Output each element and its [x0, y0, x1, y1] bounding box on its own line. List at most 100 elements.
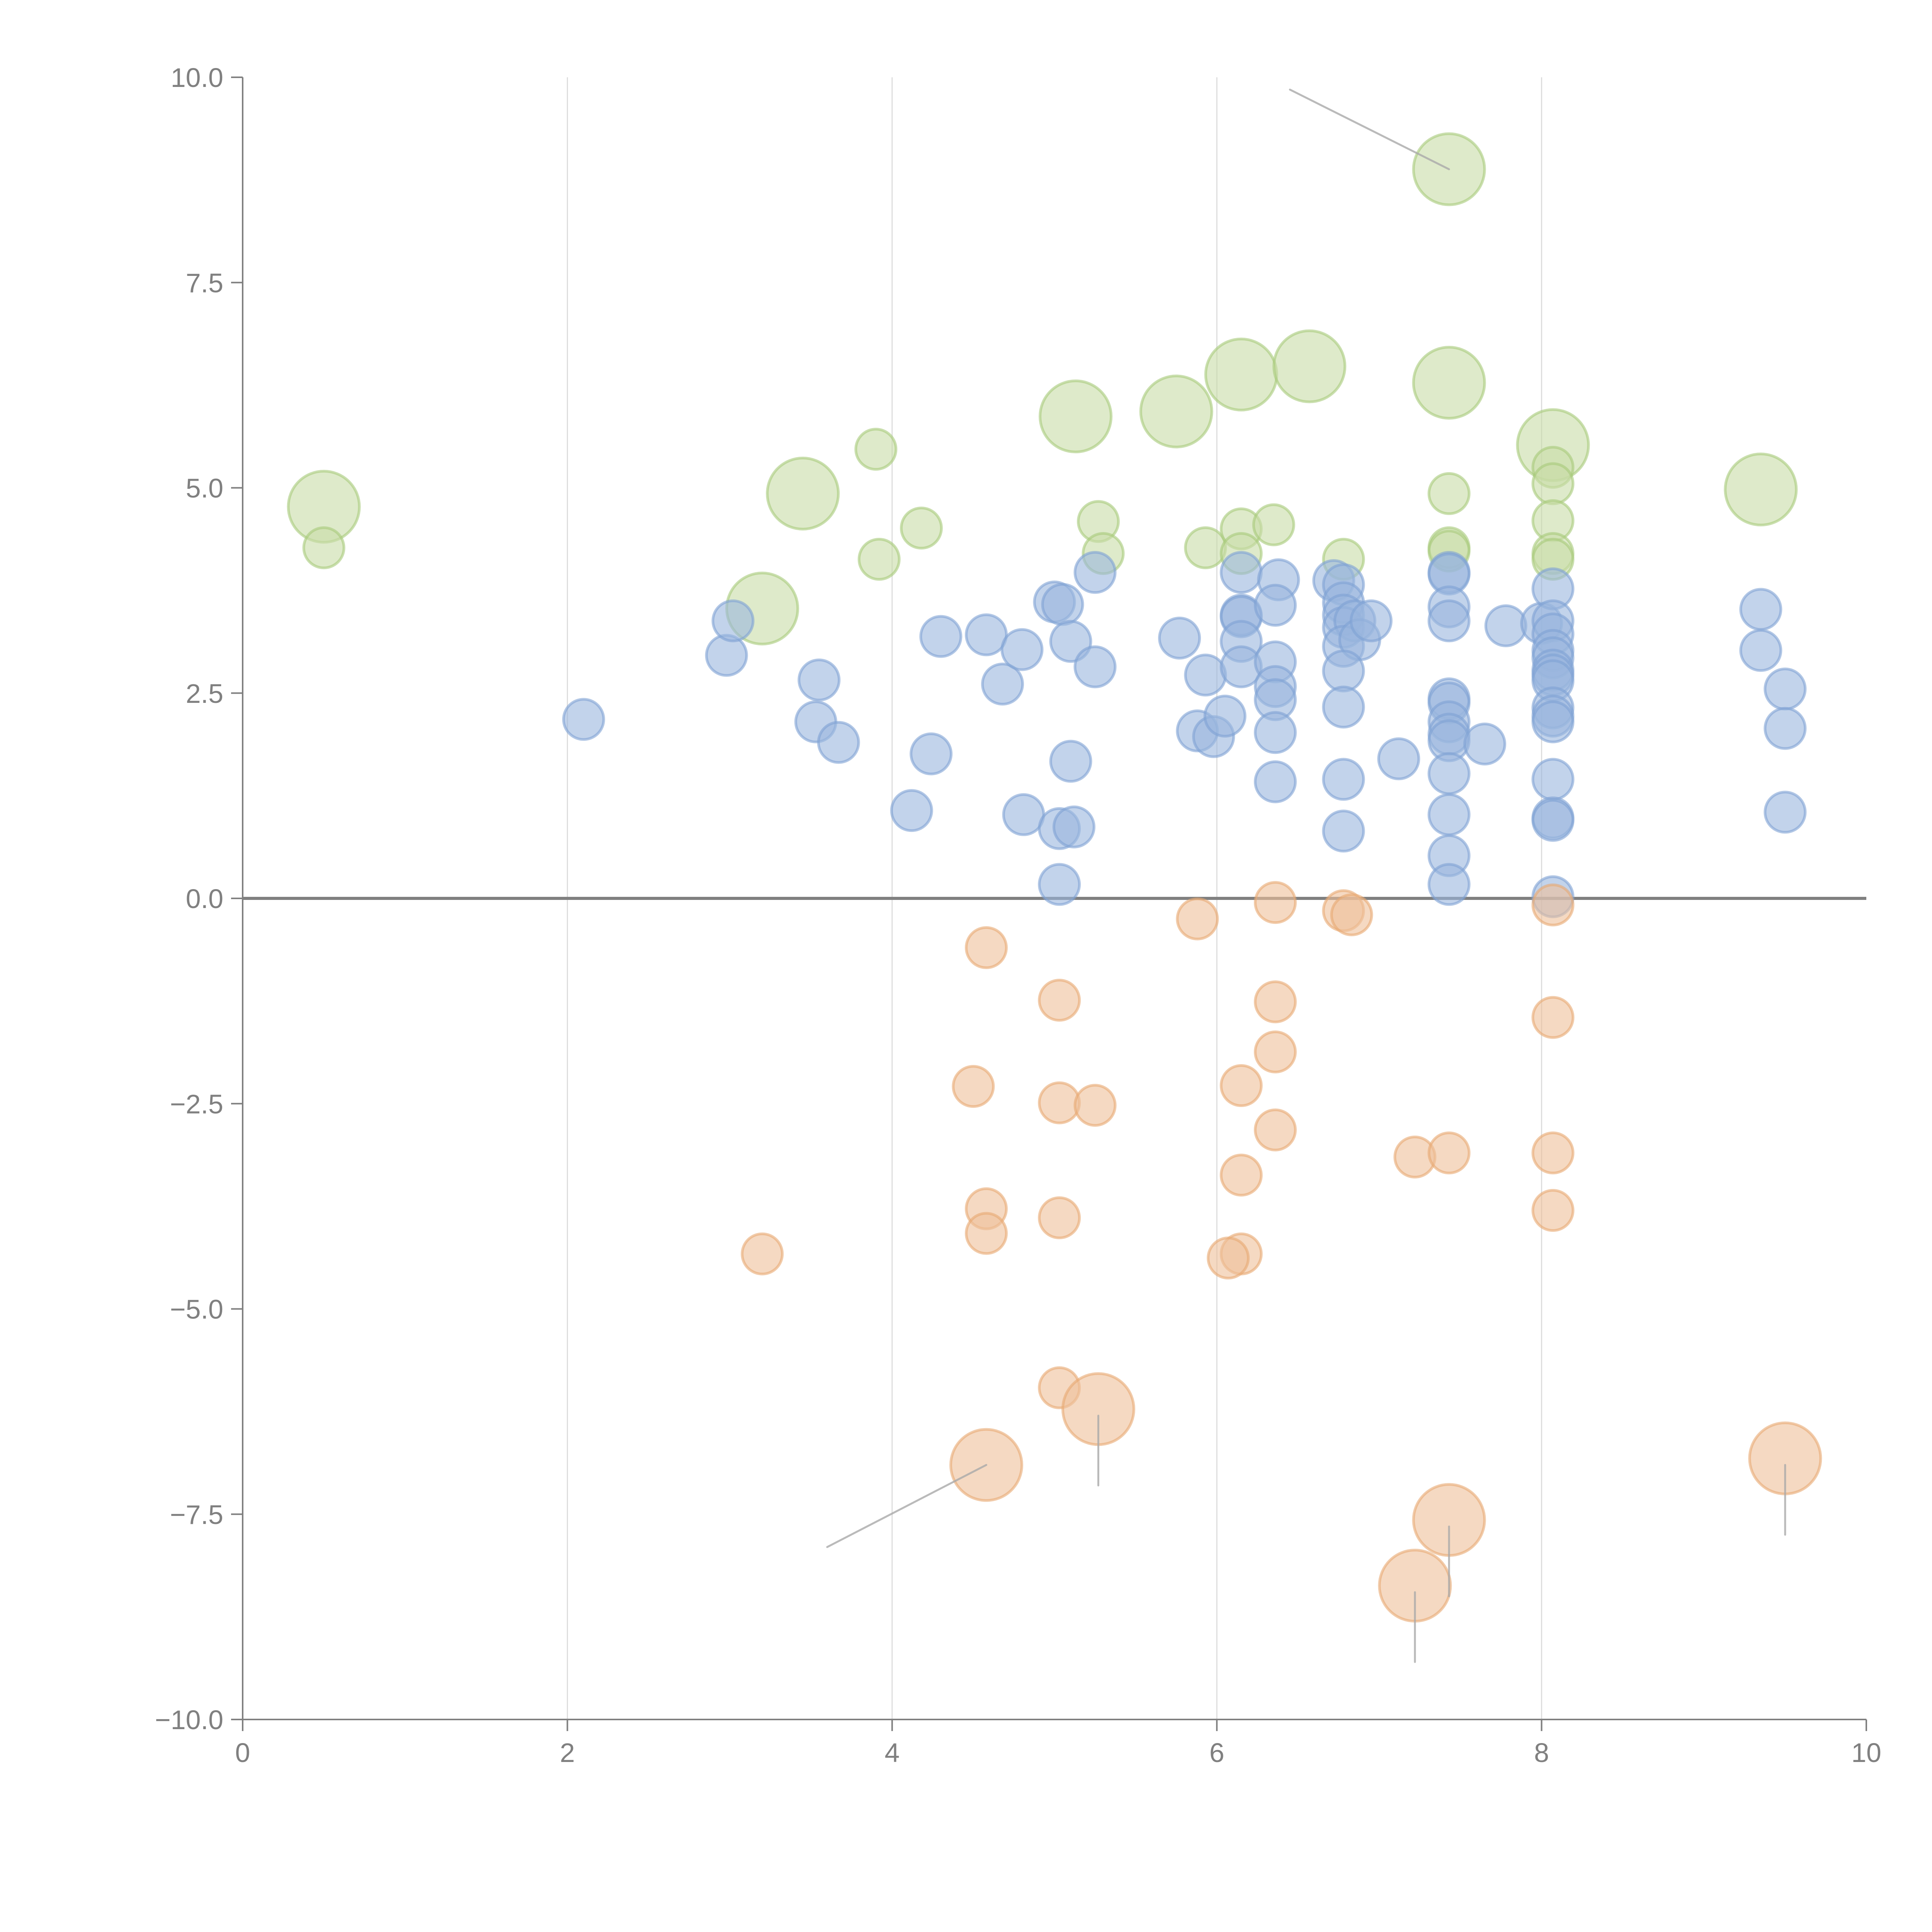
data-point-positive-low — [1764, 667, 1807, 711]
data-point-positive-low — [1427, 752, 1471, 795]
data-point-positive-low — [1739, 629, 1782, 672]
data-point-positive-high — [857, 537, 901, 581]
data-point-negative — [1219, 1153, 1263, 1197]
data-point-positive-low — [1764, 707, 1807, 750]
data-point-positive-high — [1531, 462, 1575, 505]
x-tick-label: 4 — [884, 1738, 900, 1768]
data-point-positive-low — [890, 789, 933, 832]
data-point-positive-low — [1531, 758, 1575, 801]
data-point-positive-low — [1377, 737, 1420, 781]
data-point-negative — [1219, 1064, 1263, 1107]
data-point-positive-high — [900, 507, 943, 550]
data-point-positive-low — [817, 721, 860, 764]
x-tick-label: 10 — [1851, 1738, 1881, 1768]
data-point-negative — [1207, 1236, 1250, 1280]
annotation-line — [826, 1464, 988, 1548]
y-tick-label: 2.5 — [186, 679, 223, 709]
data-point-positive-low — [1764, 791, 1807, 834]
data-point-positive-low — [1049, 740, 1092, 783]
y-tick-label: −5.0 — [170, 1294, 223, 1325]
data-point-positive-low — [1203, 694, 1247, 738]
data-point-positive-low — [711, 599, 755, 643]
data-point-positive-low — [919, 615, 963, 658]
data-point-positive-high — [1724, 452, 1798, 527]
data-point-positive-high — [1272, 329, 1347, 403]
data-point-negative — [965, 926, 1008, 969]
data-point-positive-low — [1531, 700, 1575, 743]
data-point-negative — [1176, 897, 1219, 940]
annotation-line — [1289, 88, 1450, 170]
data-point-positive-high — [1139, 374, 1213, 449]
x-tick-label: 6 — [1209, 1738, 1225, 1768]
data-point-positive-low — [1184, 653, 1227, 697]
data-point-positive-high — [1427, 472, 1471, 515]
data-point-negative — [1073, 1084, 1117, 1127]
data-point-positive-low — [1253, 760, 1297, 803]
x-tick-label: 2 — [560, 1738, 575, 1768]
data-point-negative — [1531, 1131, 1575, 1175]
data-point-positive-low — [1322, 649, 1365, 692]
y-tick-label: −2.5 — [170, 1089, 223, 1119]
data-point-positive-low — [1427, 793, 1471, 836]
data-point-negative — [741, 1232, 784, 1276]
data-point-negative — [1531, 996, 1575, 1039]
data-point-positive-low — [562, 698, 605, 741]
y-tick-label: 7.5 — [186, 268, 223, 298]
data-point-positive-low — [1463, 723, 1507, 765]
data-point-positive-low — [1253, 711, 1297, 754]
data-point-positive-low — [965, 613, 1008, 656]
data-point-positive-high — [1252, 503, 1295, 546]
data-point-positive-high — [1412, 346, 1486, 420]
data-point-positive-low — [1531, 799, 1575, 842]
data-point-negative — [1038, 979, 1081, 1022]
data-point-positive-low — [1253, 583, 1297, 627]
data-point-positive-low — [981, 662, 1024, 706]
data-point-positive-low — [1052, 805, 1095, 849]
data-point-positive-low — [1739, 588, 1782, 631]
data-point-negative — [1427, 1131, 1471, 1175]
data-point-positive-low — [1349, 599, 1393, 643]
data-points — [287, 132, 1822, 1623]
x-tick-label: 8 — [1534, 1738, 1549, 1768]
data-point-negative — [1253, 1030, 1297, 1073]
y-tick-label: −10.0 — [155, 1705, 223, 1735]
y-tick-label: 0.0 — [186, 884, 223, 914]
data-point-positive-low — [1322, 685, 1365, 729]
data-point-positive-high — [302, 526, 345, 570]
data-point-positive-high — [1204, 337, 1278, 412]
data-point-positive-low — [798, 658, 841, 702]
data-point-positive-low — [1219, 551, 1263, 594]
data-point-negative — [1253, 1108, 1297, 1151]
data-point-positive-low — [1427, 863, 1471, 906]
data-point-negative — [952, 1065, 995, 1108]
data-point-negative — [1531, 1189, 1575, 1232]
data-point-positive-low — [1158, 616, 1201, 660]
data-point-positive-low — [910, 732, 953, 776]
data-point-positive-high — [854, 428, 898, 471]
data-point-positive-low — [1322, 810, 1365, 853]
data-point-positive-low — [1041, 583, 1084, 626]
data-point-positive-low — [1002, 793, 1045, 836]
annotations — [826, 88, 1786, 1663]
x-tick-label: 0 — [235, 1738, 250, 1768]
y-tick-label: 10.0 — [171, 63, 223, 93]
data-point-negative — [1531, 883, 1575, 927]
data-point-positive-low — [1073, 551, 1117, 594]
data-point-positive-low — [1322, 758, 1365, 801]
data-point-negative — [965, 1212, 1008, 1255]
data-point-positive-high — [1184, 526, 1227, 570]
data-point-positive-low — [1000, 628, 1044, 671]
data-point-positive-low — [1038, 863, 1081, 906]
data-point-positive-high — [1039, 379, 1113, 454]
y-tick-label: −7.5 — [170, 1500, 223, 1530]
axes: 0 2 4 6 8 10 10.0 7.5 5.0 2.5 0.0 −2.5 −5.0 −7.5 −10.0 — [155, 63, 1881, 1768]
data-point-negative — [1253, 980, 1297, 1024]
data-point-negative — [1253, 881, 1297, 924]
data-point-negative — [1330, 893, 1373, 936]
data-point-negative — [1038, 1081, 1081, 1124]
data-point-negative — [1038, 1196, 1081, 1240]
data-point-positive-high — [766, 456, 840, 531]
y-tick-label: 5.0 — [186, 473, 223, 503]
data-point-positive-low — [1484, 604, 1527, 647]
